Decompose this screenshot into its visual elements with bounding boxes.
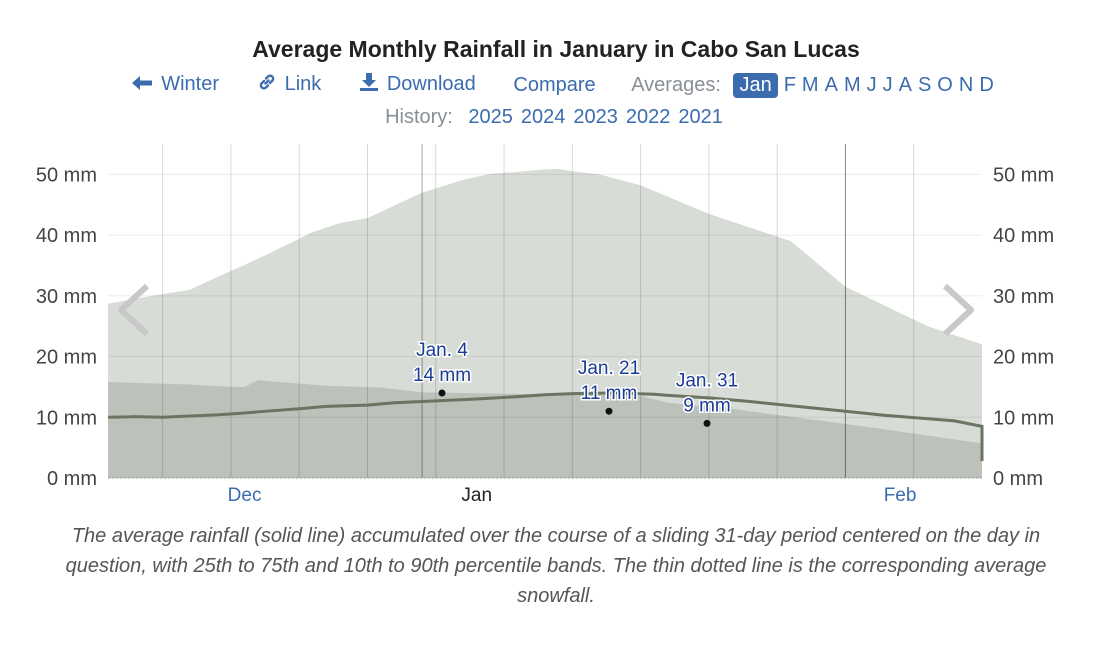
download-button[interactable]: Download bbox=[359, 72, 476, 98]
compare-button[interactable]: Compare bbox=[513, 73, 596, 96]
y-tick-label-left: 20 mm bbox=[36, 347, 97, 369]
annotation-value: 14 mm bbox=[413, 365, 471, 386]
y-tick-label-right: 40 mm bbox=[993, 225, 1054, 247]
link-button[interactable]: Link bbox=[257, 72, 322, 98]
y-tick-label-left: 0 mm bbox=[47, 468, 97, 490]
month-4-button[interactable]: A bbox=[824, 73, 838, 96]
month-5-button[interactable]: M bbox=[843, 73, 861, 96]
y-tick-label-right: 0 mm bbox=[993, 468, 1043, 490]
chevron-left-icon[interactable] bbox=[118, 283, 150, 337]
link-label: Link bbox=[284, 73, 322, 95]
average-rainfall-line bbox=[107, 391, 984, 461]
download-icon bbox=[359, 72, 379, 98]
chart-caption: The average rainfall (solid line) accumu… bbox=[65, 525, 1047, 607]
annotation-point bbox=[438, 389, 446, 397]
history-years: 2025 2024 2023 2022 2021 bbox=[464, 106, 727, 128]
y-tick-label-right: 50 mm bbox=[993, 164, 1054, 186]
link-icon bbox=[257, 72, 277, 98]
winter-button[interactable]: Winter bbox=[131, 73, 219, 98]
download-label: Download bbox=[386, 73, 476, 95]
y-tick-label-left: 30 mm bbox=[36, 286, 97, 308]
x-tick-label-dec: Dec bbox=[228, 485, 262, 506]
month-8-button[interactable]: A bbox=[898, 73, 912, 96]
month-6-button[interactable]: J bbox=[866, 73, 877, 96]
chart-nav: Winter Link Download Compare Averages: J… bbox=[0, 72, 1112, 100]
rainfall-chart: 0 mm 0 mm 10 mm 10 mm 20 mm 20 mm 30 mm 30 mm 40… bbox=[36, 144, 1054, 506]
history-year-2025[interactable]: 2025 bbox=[468, 106, 513, 128]
history-year-2024[interactable]: 2024 bbox=[520, 106, 566, 128]
history-year-2022[interactable]: 2022 bbox=[625, 106, 671, 128]
y-tick-label-left: 10 mm bbox=[36, 407, 97, 429]
annotation-date: Jan. 31 bbox=[676, 370, 738, 391]
chevron-right-icon[interactable] bbox=[942, 283, 974, 337]
history-label: History: bbox=[385, 106, 453, 128]
annotation-date: Jan. 21 bbox=[578, 358, 640, 379]
y-tick-label-left: 50 mm bbox=[36, 164, 97, 186]
annotation-point bbox=[605, 407, 613, 415]
arrow-left-icon bbox=[131, 74, 153, 98]
y-tick-label-right: 10 mm bbox=[993, 407, 1054, 429]
month-selector: Jan F M A M J J A S O N D bbox=[730, 72, 996, 98]
annotation-date: Jan. 4 bbox=[416, 340, 468, 361]
band-25-75 bbox=[108, 380, 982, 478]
history-year-2023[interactable]: 2023 bbox=[573, 106, 618, 128]
month-3-button[interactable]: M bbox=[801, 73, 819, 96]
x-tick-label-feb: Feb bbox=[884, 485, 917, 506]
history-year-2021[interactable]: 2021 bbox=[678, 106, 723, 128]
annotation-value: 9 mm bbox=[683, 395, 731, 416]
month-11-button[interactable]: N bbox=[958, 73, 974, 96]
history-nav: History: 2025 2024 2023 2022 2021 bbox=[0, 106, 1112, 129]
month-2-button[interactable]: F bbox=[783, 73, 796, 96]
winter-label: Winter bbox=[161, 72, 220, 95]
annotation-point bbox=[703, 419, 711, 427]
chart-title: Average Monthly Rainfall in January in C… bbox=[252, 36, 860, 62]
month-9-button[interactable]: S bbox=[917, 73, 932, 96]
month-1-button[interactable]: Jan bbox=[733, 72, 778, 98]
month-12-button[interactable]: D bbox=[979, 73, 994, 96]
y-tick-label-left: 40 mm bbox=[36, 225, 97, 247]
averages-label: Averages: bbox=[631, 73, 721, 96]
y-tick-label-right: 20 mm bbox=[993, 347, 1054, 369]
x-tick-label-jan: Jan bbox=[461, 485, 492, 506]
month-7-button[interactable]: J bbox=[882, 73, 893, 96]
month-10-button[interactable]: O bbox=[937, 73, 953, 96]
annotation-value: 11 mm bbox=[581, 383, 638, 404]
y-tick-label-right: 30 mm bbox=[993, 286, 1054, 308]
